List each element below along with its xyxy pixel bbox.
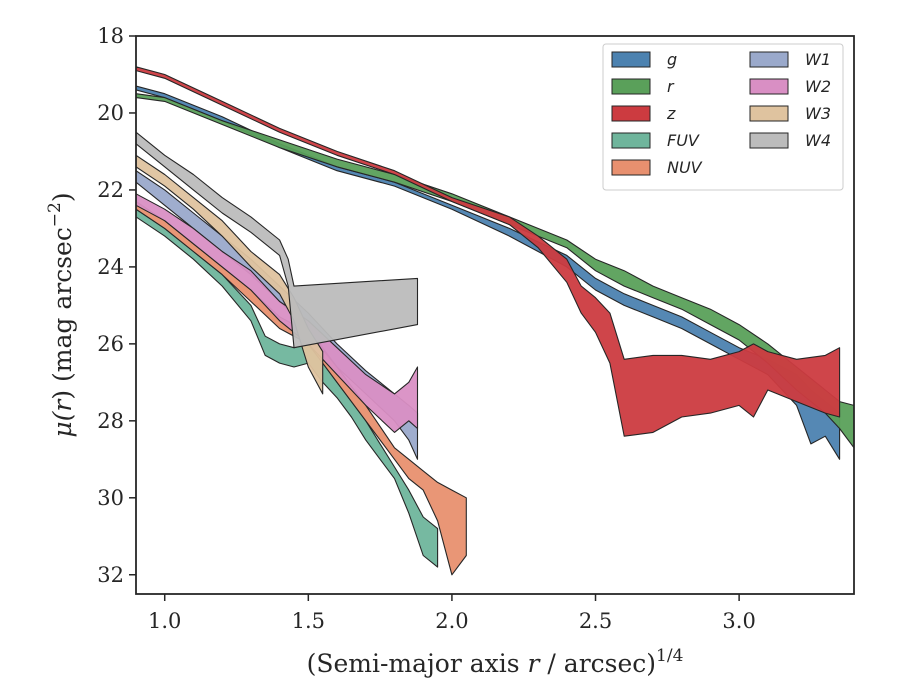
band-w4 bbox=[136, 131, 419, 349]
legend-label-w2: W2 bbox=[805, 77, 831, 96]
legend-label-r: r bbox=[667, 77, 675, 96]
band-fuv bbox=[136, 208, 439, 568]
x-axis-ticks: 1.0 1.5 2.0 2.5 3.0 bbox=[148, 594, 756, 633]
y-tick-label: 18 bbox=[97, 24, 124, 48]
legend-label-g: g bbox=[667, 50, 677, 69]
legend-label-w4: W4 bbox=[805, 131, 831, 150]
y-axis-label: μ(r) (mag arcsec−2) bbox=[45, 192, 77, 437]
y-tick-label: 26 bbox=[97, 332, 124, 356]
y-axis-ticks: 18 20 22 24 26 28 30 32 bbox=[97, 24, 136, 587]
x-tick-label: 2.5 bbox=[579, 609, 612, 633]
plot-frame bbox=[135, 35, 855, 595]
legend-label-w1: W1 bbox=[805, 50, 831, 69]
x-tick-label: 3.0 bbox=[722, 609, 755, 633]
legend-swatch-w3 bbox=[749, 105, 789, 122]
y-tick-label: 30 bbox=[97, 486, 124, 510]
x-tick-label: 1.5 bbox=[292, 609, 325, 633]
legend-swatch-z bbox=[611, 105, 651, 122]
legend-swatch-g bbox=[611, 51, 651, 68]
y-tick-label: 28 bbox=[97, 409, 124, 433]
band-w3 bbox=[136, 154, 324, 395]
x-tick-label: 1.0 bbox=[148, 609, 181, 633]
band-g bbox=[136, 85, 841, 460]
legend-swatch-fuv bbox=[611, 132, 651, 149]
band-z bbox=[136, 66, 841, 437]
legend-label-fuv: FUV bbox=[667, 131, 700, 150]
profile-bands bbox=[136, 66, 854, 576]
legend-swatch-nuv bbox=[611, 159, 651, 176]
band-w2 bbox=[136, 193, 419, 433]
legend-label-w3: W3 bbox=[805, 104, 831, 123]
x-tick-label: 2.0 bbox=[435, 609, 468, 633]
y-tick-label: 24 bbox=[97, 255, 124, 279]
legend-swatch-w4 bbox=[749, 132, 789, 149]
legend: grz FUV NUV W1 W2 W3 W4 bbox=[602, 43, 844, 191]
legend-label-nuv: NUV bbox=[667, 158, 703, 177]
x-axis-label: (Semi-major axis r / arcsec)1/4 bbox=[307, 646, 684, 678]
legend-swatch-r bbox=[611, 78, 651, 95]
band-r bbox=[136, 93, 854, 449]
legend-swatch-w2 bbox=[749, 78, 789, 95]
y-tick-label: 32 bbox=[97, 563, 124, 587]
legend-swatch-w1 bbox=[749, 51, 789, 68]
y-tick-label: 22 bbox=[97, 178, 124, 202]
y-tick-label: 20 bbox=[97, 101, 124, 125]
legend-label-z: z bbox=[666, 104, 676, 123]
